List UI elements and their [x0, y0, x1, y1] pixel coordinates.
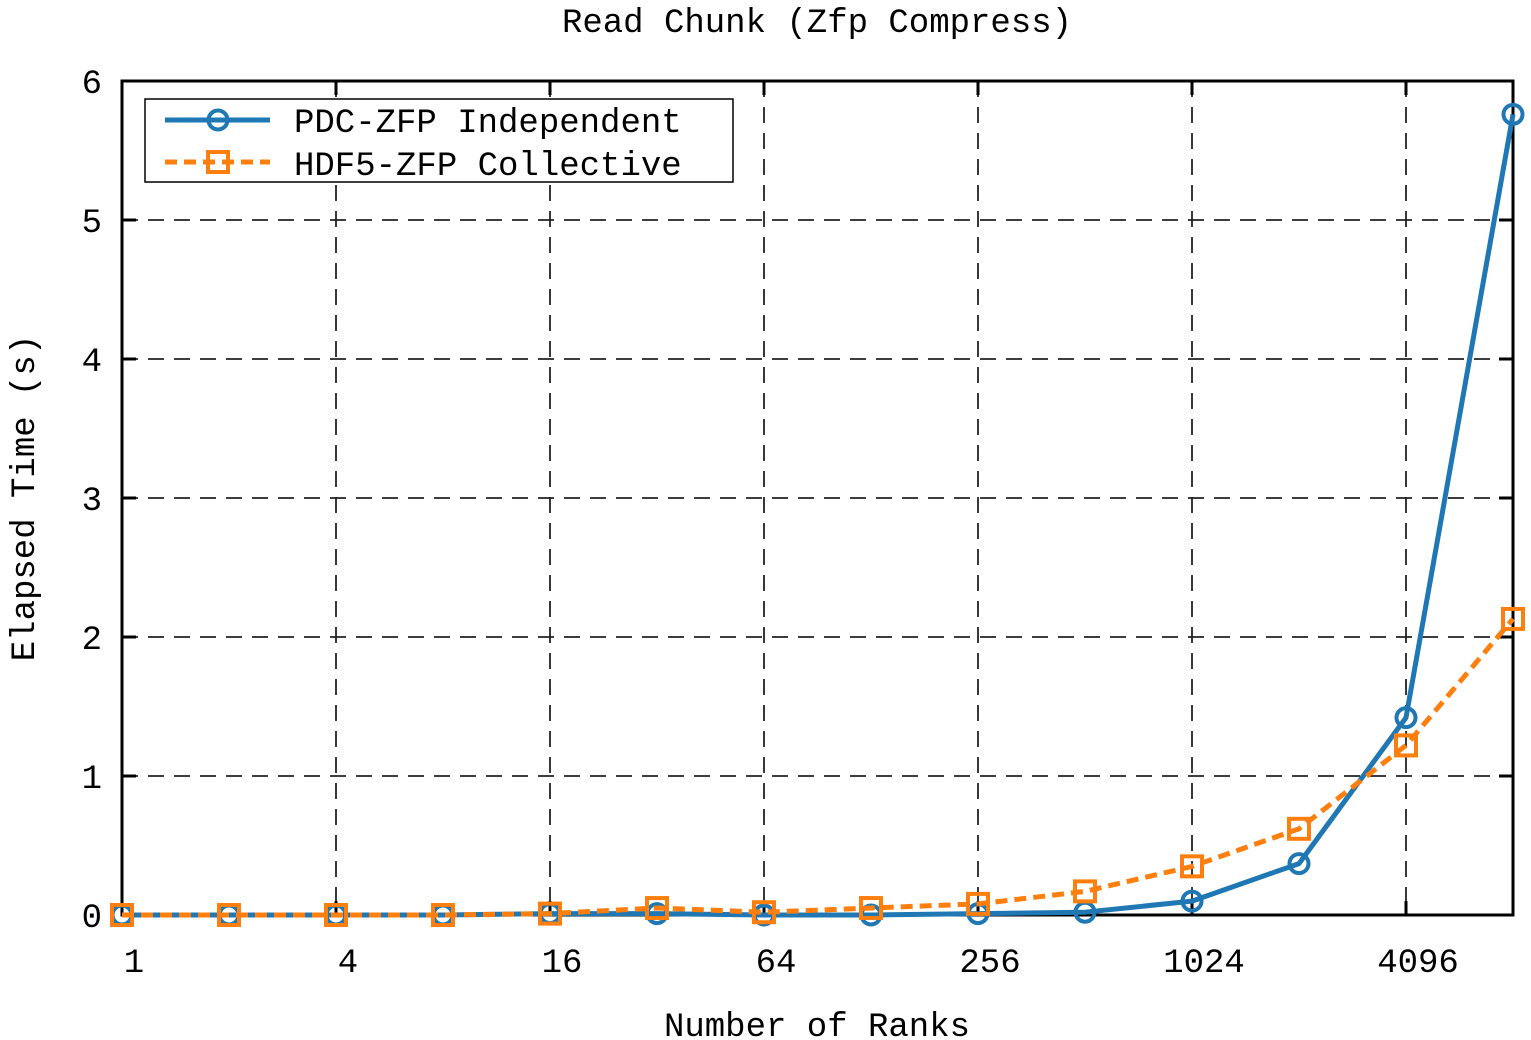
- y-tick-label: 2: [82, 622, 102, 660]
- x-tick-label: 1024: [1163, 945, 1245, 983]
- data-point: [752, 900, 776, 925]
- data-point: [1394, 733, 1418, 758]
- series-line-pdc-zfp-independent: [122, 113, 1516, 918]
- y-tick-label: 3: [82, 483, 102, 521]
- data-point: [1287, 852, 1311, 876]
- y-tick-label: 0: [82, 900, 102, 938]
- data-point: [1287, 816, 1311, 841]
- legend-marker-square: [206, 150, 230, 174]
- x-tick-label: 4: [338, 945, 358, 983]
- data-point: [538, 901, 562, 926]
- data-point: [217, 903, 241, 927]
- y-tick-label: 4: [82, 344, 102, 382]
- grid: [122, 81, 1513, 915]
- x-tick-label: 1: [124, 945, 144, 983]
- legend-box: [144, 98, 734, 183]
- legend-label-hdf5-zfp-collective: HDF5-ZFP Collective: [294, 148, 682, 186]
- legend-label-pdc-zfp-independent: PDC-ZFP Independent: [294, 105, 682, 143]
- data-point: [324, 903, 348, 927]
- legend: PDC-ZFP Independent HDF5-ZFP Collective: [144, 98, 734, 186]
- x-tick-label: 256: [959, 945, 1020, 983]
- data-point: [431, 903, 455, 927]
- legend-marker-circle: [206, 108, 230, 132]
- y-tick-label: 5: [82, 205, 102, 243]
- y-tick-label: 1: [82, 761, 102, 799]
- data-point: [1180, 854, 1204, 879]
- data-point: [110, 903, 134, 927]
- data-point: [1501, 102, 1525, 126]
- x-tick-label: 16: [542, 945, 583, 983]
- series-pdc-zfp-independent: [110, 102, 1525, 927]
- data-point: [859, 896, 883, 921]
- data-point: [1501, 606, 1525, 631]
- series-hdf5-zfp-collective: [110, 606, 1525, 927]
- x-tick-label: 4096: [1377, 945, 1459, 983]
- chart-title: Read Chunk (Zfp Compress): [562, 5, 1072, 43]
- legend-item-hdf5-zfp-collective: HDF5-ZFP Collective: [165, 148, 682, 186]
- data-point: [1180, 889, 1204, 913]
- legend-item-pdc-zfp-independent: PDC-ZFP Independent: [165, 105, 682, 143]
- data-point: [966, 891, 990, 916]
- data-point: [1073, 879, 1097, 904]
- series-line-hdf5-zfp-collective: [122, 617, 1515, 918]
- y-tick-label: 6: [82, 66, 102, 104]
- x-axis-label: Number of Ranks: [664, 1009, 970, 1040]
- x-tick-label: 64: [756, 945, 797, 983]
- y-axis-label: Elapsed Time (s): [7, 335, 45, 661]
- data-point: [1394, 706, 1418, 730]
- data-point: [645, 896, 669, 921]
- series-layer: [110, 102, 1525, 927]
